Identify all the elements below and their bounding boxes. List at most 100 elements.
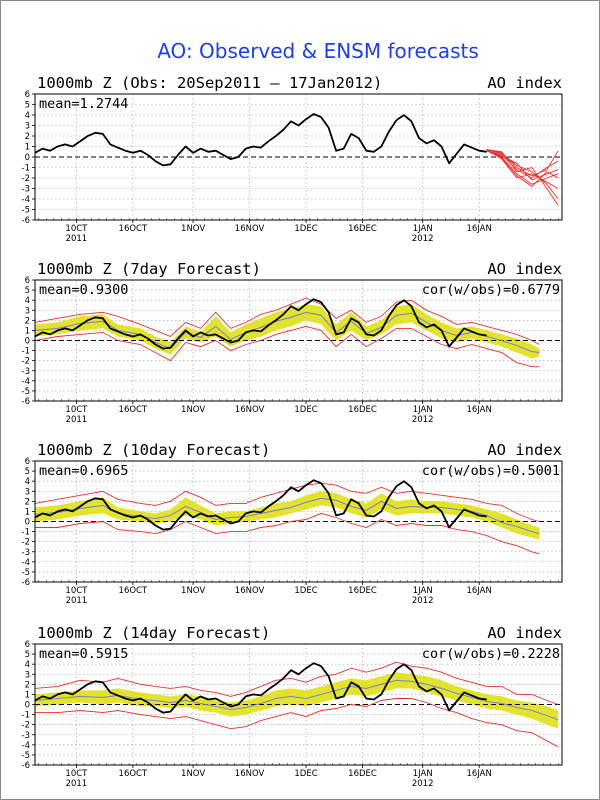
y-tick-label: -6 bbox=[22, 761, 30, 771]
y-tick-label: 2 bbox=[25, 680, 30, 690]
y-tick-label: -3 bbox=[22, 548, 30, 558]
x-tick-year-label: 2012 bbox=[412, 596, 434, 606]
panel-index-label: AO index bbox=[487, 624, 562, 642]
x-tick-label: 1DEC bbox=[294, 224, 317, 234]
forecast-member-line bbox=[486, 150, 559, 179]
panel-index-label: AO index bbox=[487, 74, 562, 92]
y-tick-label: 3 bbox=[25, 670, 30, 680]
x-tick-label: 1NOV bbox=[181, 586, 205, 596]
x-tick-label: 1DEC bbox=[294, 405, 317, 415]
y-tick-label: -2 bbox=[22, 538, 30, 548]
x-tick-label: 16NOV bbox=[235, 769, 265, 779]
x-tick-label: 16NOV bbox=[235, 224, 265, 234]
mean-stat: mean=1.2744 bbox=[39, 96, 128, 112]
y-tick-label: 2 bbox=[25, 497, 30, 507]
x-tick-label: 16NOV bbox=[235, 586, 265, 596]
x-tick-year-label: 2011 bbox=[66, 234, 88, 244]
x-tick-label: 16DEC bbox=[348, 769, 377, 779]
y-tick-label: 0 bbox=[25, 518, 30, 528]
x-tick-label: 1NOV bbox=[181, 769, 205, 779]
y-tick-label: -3 bbox=[22, 367, 30, 377]
x-tick-label: 1JAN bbox=[413, 586, 433, 596]
mean-stat: mean=0.5915 bbox=[39, 646, 128, 662]
x-tick-label: 16DEC bbox=[348, 224, 377, 234]
y-tick-label: 1 bbox=[25, 690, 30, 700]
y-tick-label: -5 bbox=[22, 387, 30, 397]
y-tick-label: 4 bbox=[25, 296, 30, 306]
mean-stat: mean=0.9300 bbox=[39, 282, 128, 298]
forecast-member-line bbox=[486, 150, 559, 185]
panel-index-label: AO index bbox=[487, 260, 562, 278]
y-tick-label: -6 bbox=[22, 216, 30, 226]
correlation-stat: cor(w/obs)=0.2228 bbox=[422, 646, 560, 662]
panel-2: 1000mb Z (7day Forecast) AO index6543210-… bbox=[22, 260, 563, 425]
x-tick-label: 1JAN bbox=[413, 224, 433, 234]
x-tick-label: 1DEC bbox=[294, 586, 317, 596]
y-tick-label: 4 bbox=[25, 111, 30, 121]
y-tick-label: 0 bbox=[25, 701, 30, 711]
x-tick-year-label: 2012 bbox=[412, 415, 434, 425]
panel-index-label: AO index bbox=[487, 441, 562, 459]
y-tick-label: 1 bbox=[25, 326, 30, 336]
y-tick-label: -4 bbox=[22, 558, 30, 568]
y-tick-label: 5 bbox=[25, 101, 30, 111]
y-tick-label: -6 bbox=[22, 578, 30, 588]
y-tick-label: -3 bbox=[22, 731, 30, 741]
forecast-member-line bbox=[486, 149, 559, 206]
y-tick-label: -2 bbox=[22, 174, 30, 184]
y-tick-label: 5 bbox=[25, 286, 30, 296]
y-tick-label: 0 bbox=[25, 153, 30, 163]
panel-4: 1000mb Z (14day Forecast) AO index6543210… bbox=[22, 624, 563, 789]
y-tick-label: -2 bbox=[22, 721, 30, 731]
observed-line bbox=[34, 113, 487, 167]
x-tick-year-label: 2012 bbox=[412, 234, 434, 244]
x-tick-label: 16OCT bbox=[119, 405, 148, 415]
y-tick-label: -4 bbox=[22, 195, 30, 205]
panel-title: 1000mb Z (7day Forecast) bbox=[37, 260, 261, 278]
x-tick-label: 10CT bbox=[65, 405, 88, 415]
y-tick-label: 6 bbox=[25, 90, 30, 100]
ensemble-spread-band bbox=[35, 491, 540, 540]
y-tick-label: -5 bbox=[22, 751, 30, 761]
x-tick-year-label: 2011 bbox=[66, 596, 88, 606]
y-tick-label: -1 bbox=[22, 347, 30, 357]
x-tick-label: 16NOV bbox=[235, 405, 265, 415]
y-tick-label: 0 bbox=[25, 337, 30, 347]
y-tick-label: 3 bbox=[25, 487, 30, 497]
ensemble-min-line bbox=[35, 512, 540, 555]
x-tick-label: 16JAN bbox=[467, 405, 492, 415]
mean-stat: mean=0.6965 bbox=[39, 463, 128, 479]
forecast-member-line bbox=[486, 149, 559, 200]
panel-title: 1000mb Z (14day Forecast) bbox=[37, 624, 270, 642]
panel-title: 1000mb Z (Obs: 20Sep2011 – 17Jan2012) bbox=[37, 74, 382, 92]
y-tick-label: 1 bbox=[25, 507, 30, 517]
y-tick-label: -4 bbox=[22, 741, 30, 751]
observed-line bbox=[34, 479, 487, 531]
y-tick-label: 6 bbox=[25, 276, 30, 286]
panel-3: 1000mb Z (10day Forecast) AO index6543210… bbox=[22, 441, 563, 606]
x-tick-label: 1DEC bbox=[294, 769, 317, 779]
correlation-stat: cor(w/obs)=0.6779 bbox=[422, 282, 560, 298]
y-tick-label: 1 bbox=[25, 143, 30, 153]
y-tick-label: -2 bbox=[22, 357, 30, 367]
x-tick-label: 16OCT bbox=[119, 586, 148, 596]
y-tick-label: -5 bbox=[22, 206, 30, 216]
x-tick-label: 10CT bbox=[65, 224, 88, 234]
x-tick-label: 1JAN bbox=[413, 769, 433, 779]
ensemble-max-line bbox=[34, 297, 540, 345]
y-tick-label: -1 bbox=[22, 528, 30, 538]
correlation-stat: cor(w/obs)=0.5001 bbox=[422, 463, 560, 479]
x-tick-label: 1NOV bbox=[181, 405, 205, 415]
y-tick-label: 3 bbox=[25, 122, 30, 132]
x-tick-label: 1JAN bbox=[413, 405, 433, 415]
y-tick-label: -1 bbox=[22, 711, 30, 721]
x-tick-label: 16OCT bbox=[119, 224, 148, 234]
x-tick-year-label: 2011 bbox=[66, 415, 88, 425]
ensemble-min-line bbox=[34, 325, 540, 368]
x-tick-year-label: 2011 bbox=[66, 779, 88, 789]
y-tick-label: 6 bbox=[25, 640, 30, 650]
y-tick-label: 4 bbox=[25, 477, 30, 487]
panel-1: 1000mb Z (Obs: 20Sep2011 – 17Jan2012) AO … bbox=[22, 74, 563, 244]
